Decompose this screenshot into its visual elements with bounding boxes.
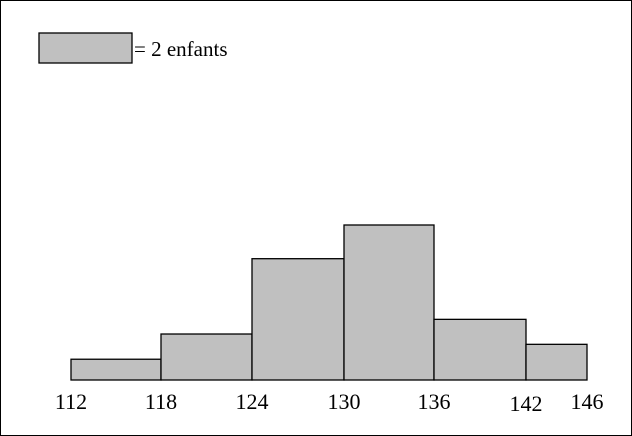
x-tick-label-112: 112	[55, 389, 87, 414]
bar-130-136	[343, 224, 435, 381]
bar-142-146	[525, 343, 588, 381]
bar-124-130	[251, 258, 345, 381]
bar-118-124	[160, 333, 253, 381]
histogram-bars	[70, 224, 588, 381]
legend-label: = 2 enfants	[134, 37, 228, 61]
x-tick-label-118: 118	[145, 389, 177, 414]
x-tick-label-146: 146	[571, 389, 604, 414]
legend-swatch	[38, 32, 133, 64]
x-tick-label-136: 136	[418, 389, 451, 414]
bar-136-142	[433, 318, 527, 381]
legend: = 2 enfants	[38, 32, 228, 64]
x-tick-label-130: 130	[328, 389, 361, 414]
x-tick-label-124: 124	[236, 389, 269, 414]
x-tick-labels: 112 118 124 130 136 142 146	[55, 389, 604, 416]
bar-112-118	[70, 358, 162, 381]
x-tick-label-142: 142	[510, 391, 543, 416]
